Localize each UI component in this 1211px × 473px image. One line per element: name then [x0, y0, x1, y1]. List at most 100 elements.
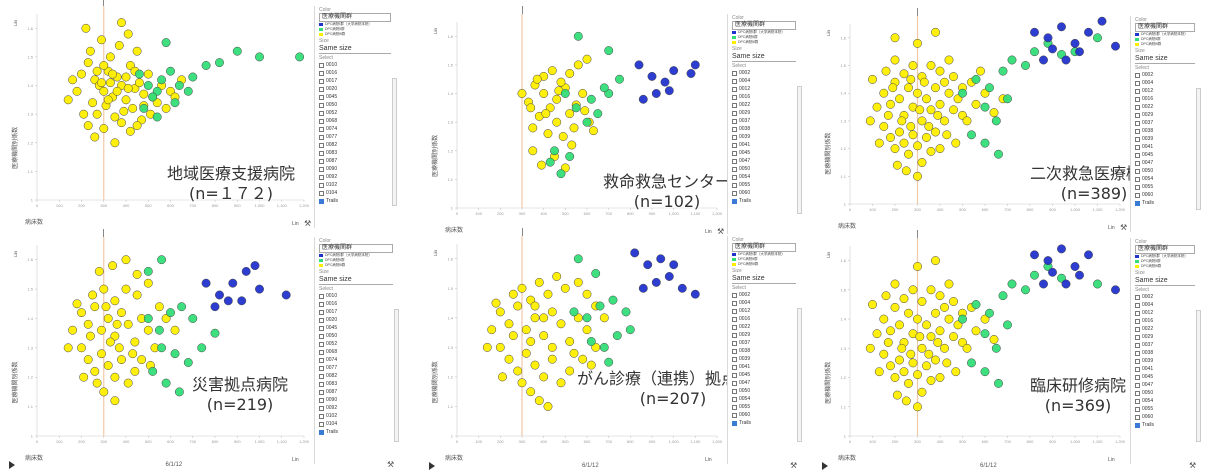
select-item[interactable]: 0060 — [1135, 413, 1201, 421]
trails-option[interactable]: Trails — [319, 428, 399, 436]
select-item[interactable]: 0045 — [732, 371, 802, 379]
select-item[interactable]: 0047 — [1135, 159, 1201, 167]
trails-checkbox[interactable] — [1135, 422, 1140, 428]
select-checkbox[interactable] — [1135, 72, 1140, 78]
select-list[interactable]: 0002 0004 0012 0016 0022 0029 0037 0038 0039 0041… — [1135, 293, 1201, 421]
select-item[interactable]: 0017 — [319, 77, 397, 85]
select-checkbox[interactable] — [1135, 144, 1140, 150]
select-checkbox[interactable] — [1135, 310, 1140, 316]
select-checkbox[interactable] — [1135, 112, 1140, 118]
select-item[interactable]: 0047 — [732, 157, 802, 165]
select-checkbox[interactable] — [319, 166, 324, 172]
select-checkbox[interactable] — [319, 389, 324, 395]
select-item[interactable]: 0060 — [1135, 191, 1201, 199]
select-item[interactable]: 0050 — [319, 332, 399, 340]
select-checkbox[interactable] — [319, 70, 324, 76]
size-select[interactable]: Same size — [1135, 276, 1195, 286]
select-checkbox[interactable] — [732, 340, 737, 346]
select-list[interactable]: 0002 0004 0012 0016 0022 0029 0037 0038 0039 0041… — [732, 69, 802, 197]
select-checkbox[interactable] — [732, 78, 737, 84]
select-checkbox[interactable] — [319, 365, 324, 371]
select-checkbox[interactable] — [732, 348, 737, 354]
select-checkbox[interactable] — [1135, 366, 1140, 372]
select-checkbox[interactable] — [732, 142, 737, 148]
select-checkbox[interactable] — [319, 397, 324, 403]
select-checkbox[interactable] — [732, 134, 737, 140]
select-checkbox[interactable] — [732, 308, 737, 314]
trails-checkbox[interactable] — [732, 420, 737, 426]
select-checkbox[interactable] — [732, 404, 737, 410]
trails-checkbox[interactable] — [319, 198, 324, 204]
select-checkbox[interactable] — [1135, 302, 1140, 308]
trails-option[interactable]: Trails — [732, 419, 802, 427]
select-checkbox[interactable] — [319, 182, 324, 188]
select-item[interactable]: 0012 — [1135, 87, 1201, 95]
select-checkbox[interactable] — [319, 110, 324, 116]
select-checkbox[interactable] — [1135, 406, 1140, 412]
select-checkbox[interactable] — [732, 380, 737, 386]
select-checkbox[interactable] — [732, 364, 737, 370]
select-checkbox[interactable] — [319, 381, 324, 387]
wrench-icon[interactable]: ⚒ — [304, 219, 312, 228]
select-item[interactable]: 0016 — [319, 69, 397, 77]
select-checkbox[interactable] — [319, 341, 324, 347]
select-checkbox[interactable] — [319, 150, 324, 156]
select-checkbox[interactable] — [1135, 192, 1140, 198]
select-scrollbar[interactable] — [797, 308, 802, 442]
select-checkbox[interactable] — [732, 412, 737, 418]
select-item[interactable]: 0090 — [319, 396, 399, 404]
select-item[interactable]: 0087 — [319, 157, 397, 165]
select-checkbox[interactable] — [732, 86, 737, 92]
select-item[interactable]: 0047 — [732, 379, 802, 387]
size-select[interactable]: Same size — [732, 274, 796, 284]
select-item[interactable]: 0004 — [732, 77, 802, 85]
select-checkbox[interactable] — [319, 405, 324, 411]
select-checkbox[interactable] — [1135, 160, 1140, 166]
select-checkbox[interactable] — [732, 70, 737, 76]
select-checkbox[interactable] — [319, 373, 324, 379]
select-item[interactable]: 0087 — [319, 388, 399, 396]
select-item[interactable]: 0074 — [319, 356, 399, 364]
select-checkbox[interactable] — [732, 332, 737, 338]
select-item[interactable]: 0090 — [319, 165, 397, 173]
select-checkbox[interactable] — [319, 309, 324, 315]
select-item[interactable]: 0039 — [732, 133, 802, 141]
select-checkbox[interactable] — [319, 62, 324, 68]
top-slider-handle[interactable] — [521, 6, 523, 14]
select-item[interactable]: 0017 — [319, 308, 399, 316]
select-checkbox[interactable] — [1135, 136, 1140, 142]
color-select[interactable]: 医療機関群 — [732, 243, 796, 252]
select-checkbox[interactable] — [1135, 152, 1140, 158]
color-select[interactable]: 医療機関群 — [319, 13, 391, 22]
select-checkbox[interactable] — [319, 126, 324, 132]
select-item[interactable]: 0029 — [1135, 333, 1201, 341]
select-item[interactable]: 0050 — [732, 387, 802, 395]
select-item[interactable]: 0054 — [1135, 175, 1201, 183]
select-item[interactable]: 0029 — [1135, 111, 1201, 119]
select-checkbox[interactable] — [319, 102, 324, 108]
select-item[interactable]: 0055 — [732, 181, 802, 189]
select-checkbox[interactable] — [1135, 80, 1140, 86]
wrench-icon[interactable]: ⚒ — [717, 227, 725, 236]
select-item[interactable]: 0082 — [319, 141, 397, 149]
select-item[interactable]: 0020 — [319, 85, 397, 93]
color-select[interactable]: 医療機関群 — [319, 244, 393, 253]
trails-option[interactable]: Trails — [1135, 199, 1201, 207]
wrench-icon[interactable]: ⚒ — [1120, 223, 1128, 232]
select-checkbox[interactable] — [732, 94, 737, 100]
select-checkbox[interactable] — [1135, 168, 1140, 174]
select-checkbox[interactable] — [732, 158, 737, 164]
size-select[interactable]: Same size — [319, 44, 391, 54]
select-item[interactable]: 0016 — [1135, 317, 1201, 325]
select-item[interactable]: 0055 — [1135, 405, 1201, 413]
top-slider-handle[interactable] — [103, 229, 105, 237]
wrench-icon[interactable]: ⚒ — [790, 461, 798, 470]
select-checkbox[interactable] — [319, 134, 324, 140]
trails-option[interactable]: Trails — [319, 197, 397, 205]
trails-checkbox[interactable] — [1135, 200, 1140, 206]
select-item[interactable]: 0077 — [319, 133, 397, 141]
select-checkbox[interactable] — [732, 292, 737, 298]
select-checkbox[interactable] — [1135, 176, 1140, 182]
select-checkbox[interactable] — [1135, 350, 1140, 356]
size-select[interactable]: Same size — [732, 52, 796, 62]
